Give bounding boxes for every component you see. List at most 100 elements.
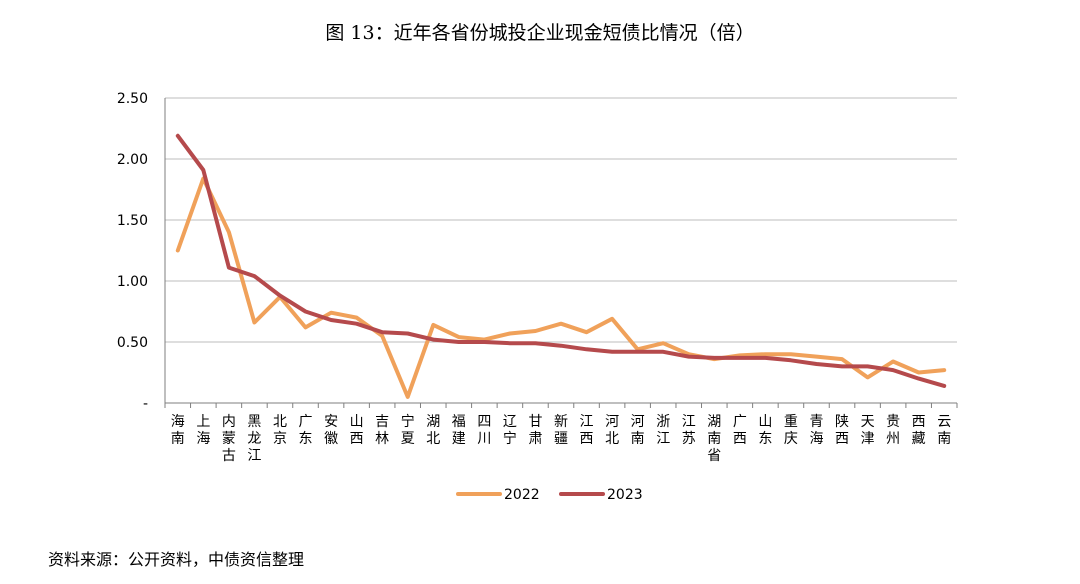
- data-point-2022: [840, 357, 844, 361]
- data-point-2023: [355, 322, 359, 326]
- y-tick-label: 1.00: [117, 274, 148, 290]
- data-point-2022: [789, 352, 793, 356]
- legend: 2022 2023: [456, 487, 643, 503]
- data-point-2023: [508, 341, 512, 345]
- data-point-2023: [610, 350, 614, 354]
- data-point-2023: [201, 168, 205, 172]
- x-tick-label: 西藏: [912, 414, 926, 447]
- x-tick-label: 甘肃: [528, 414, 542, 447]
- x-tick-label: 辽宁: [503, 414, 517, 447]
- data-point-2023: [559, 344, 563, 348]
- data-point-2022: [942, 368, 946, 372]
- x-tick-label: 湖南省: [707, 414, 721, 464]
- chart-title: 图 13：近年各省份城投企业现金短债比情况（倍）: [325, 22, 755, 44]
- data-point-2023: [712, 356, 716, 360]
- y-tick-label: 2.50: [117, 91, 148, 107]
- x-tick-label: 广西: [733, 414, 747, 447]
- x-tick-label: 北京: [273, 414, 287, 447]
- x-tick-label: 重庆: [784, 414, 798, 447]
- data-point-2023: [917, 377, 921, 381]
- data-point-2022: [814, 355, 818, 359]
- data-point-2022: [533, 329, 537, 333]
- data-point-2022: [431, 323, 435, 327]
- legend-label-2023: 2023: [607, 487, 643, 503]
- data-point-2022: [508, 331, 512, 335]
- y-tick-label: 0.50: [117, 335, 148, 351]
- data-point-2022: [304, 325, 308, 329]
- x-tick-label: 青海: [809, 414, 823, 447]
- x-tick-label: 江西: [580, 414, 594, 447]
- data-point-2022: [457, 335, 461, 339]
- data-point-2023: [278, 294, 282, 298]
- data-point-2022: [355, 316, 359, 320]
- series-lines: [175, 133, 947, 399]
- data-point-2023: [866, 364, 870, 368]
- data-point-2023: [482, 340, 486, 344]
- data-point-2022: [763, 352, 767, 356]
- data-point-2023: [406, 331, 410, 335]
- x-tick-label: 河南: [631, 414, 645, 447]
- data-point-2022: [252, 320, 256, 324]
- data-point-2023: [636, 350, 640, 354]
- source-note: 资料来源：公开资料，中债资信整理: [48, 550, 305, 569]
- data-point-2023: [585, 347, 589, 351]
- data-point-2022: [227, 230, 231, 234]
- legend-label-2022: 2022: [504, 487, 540, 503]
- data-point-2023: [533, 341, 537, 345]
- x-tick-label: 福建: [452, 414, 466, 447]
- data-point-2022: [329, 311, 333, 315]
- x-tick-label: 黑龙江: [247, 414, 261, 464]
- x-tick-label: 贵州: [886, 414, 900, 447]
- x-tick-label: 浙江: [656, 414, 670, 447]
- data-point-2023: [227, 266, 231, 270]
- gridlines: [165, 97, 957, 343]
- x-tick-label: 四川: [477, 414, 491, 447]
- y-tick-label: -: [143, 396, 148, 412]
- series-line-2023: [175, 133, 947, 388]
- x-tick-label: 海南: [171, 414, 185, 447]
- data-point-2022: [891, 360, 895, 364]
- data-point-2022: [176, 249, 180, 252]
- data-point-2023: [687, 355, 691, 359]
- data-point-2022: [661, 341, 665, 345]
- data-point-2022: [610, 317, 614, 321]
- x-tick-label: 陕西: [835, 414, 849, 447]
- data-point-2023: [763, 356, 767, 360]
- x-tick-label: 吉林: [375, 414, 389, 447]
- data-point-2022: [380, 334, 384, 338]
- x-tick-label: 宁夏: [401, 413, 415, 447]
- data-point-2023: [431, 338, 435, 342]
- data-point-2023: [942, 384, 946, 388]
- y-tick-label: 2.00: [117, 152, 148, 168]
- data-point-2022: [406, 395, 410, 399]
- data-point-2023: [840, 364, 844, 368]
- data-point-2023: [380, 330, 384, 334]
- x-tick-label: 山西: [350, 414, 364, 447]
- data-point-2023: [252, 274, 256, 278]
- data-point-2022: [866, 375, 870, 379]
- x-tick-label: 湖北: [426, 414, 440, 447]
- x-tick-label: 河北: [605, 414, 619, 447]
- x-axis: 海南上海内蒙古黑龙江北京广东安徽山西吉林宁夏湖北福建四川辽宁甘肃新疆江西河北河南…: [164, 402, 958, 464]
- data-point-2023: [176, 134, 180, 138]
- x-tick-label: 安徽: [324, 414, 338, 447]
- x-tick-label: 云南: [937, 414, 951, 447]
- x-tick-label: 新疆: [554, 414, 568, 447]
- data-point-2023: [661, 350, 665, 354]
- data-point-2023: [457, 340, 461, 344]
- data-point-2022: [585, 330, 589, 334]
- data-point-2023: [814, 362, 818, 366]
- x-tick-label: 上海: [196, 414, 210, 447]
- data-point-2022: [559, 322, 563, 326]
- data-point-2022: [917, 371, 921, 374]
- data-point-2023: [738, 356, 742, 360]
- x-tick-label: 山东: [758, 414, 772, 447]
- data-point-2023: [304, 310, 308, 313]
- y-tick-label: 1.50: [117, 213, 148, 229]
- x-tick-label: 江苏: [682, 414, 696, 447]
- x-tick-label: 内蒙古: [222, 414, 236, 464]
- y-axis: - 0.50 1.00 1.50 2.00 2.50: [117, 91, 166, 412]
- data-point-2023: [789, 358, 793, 362]
- x-tick-label: 广东: [299, 414, 313, 447]
